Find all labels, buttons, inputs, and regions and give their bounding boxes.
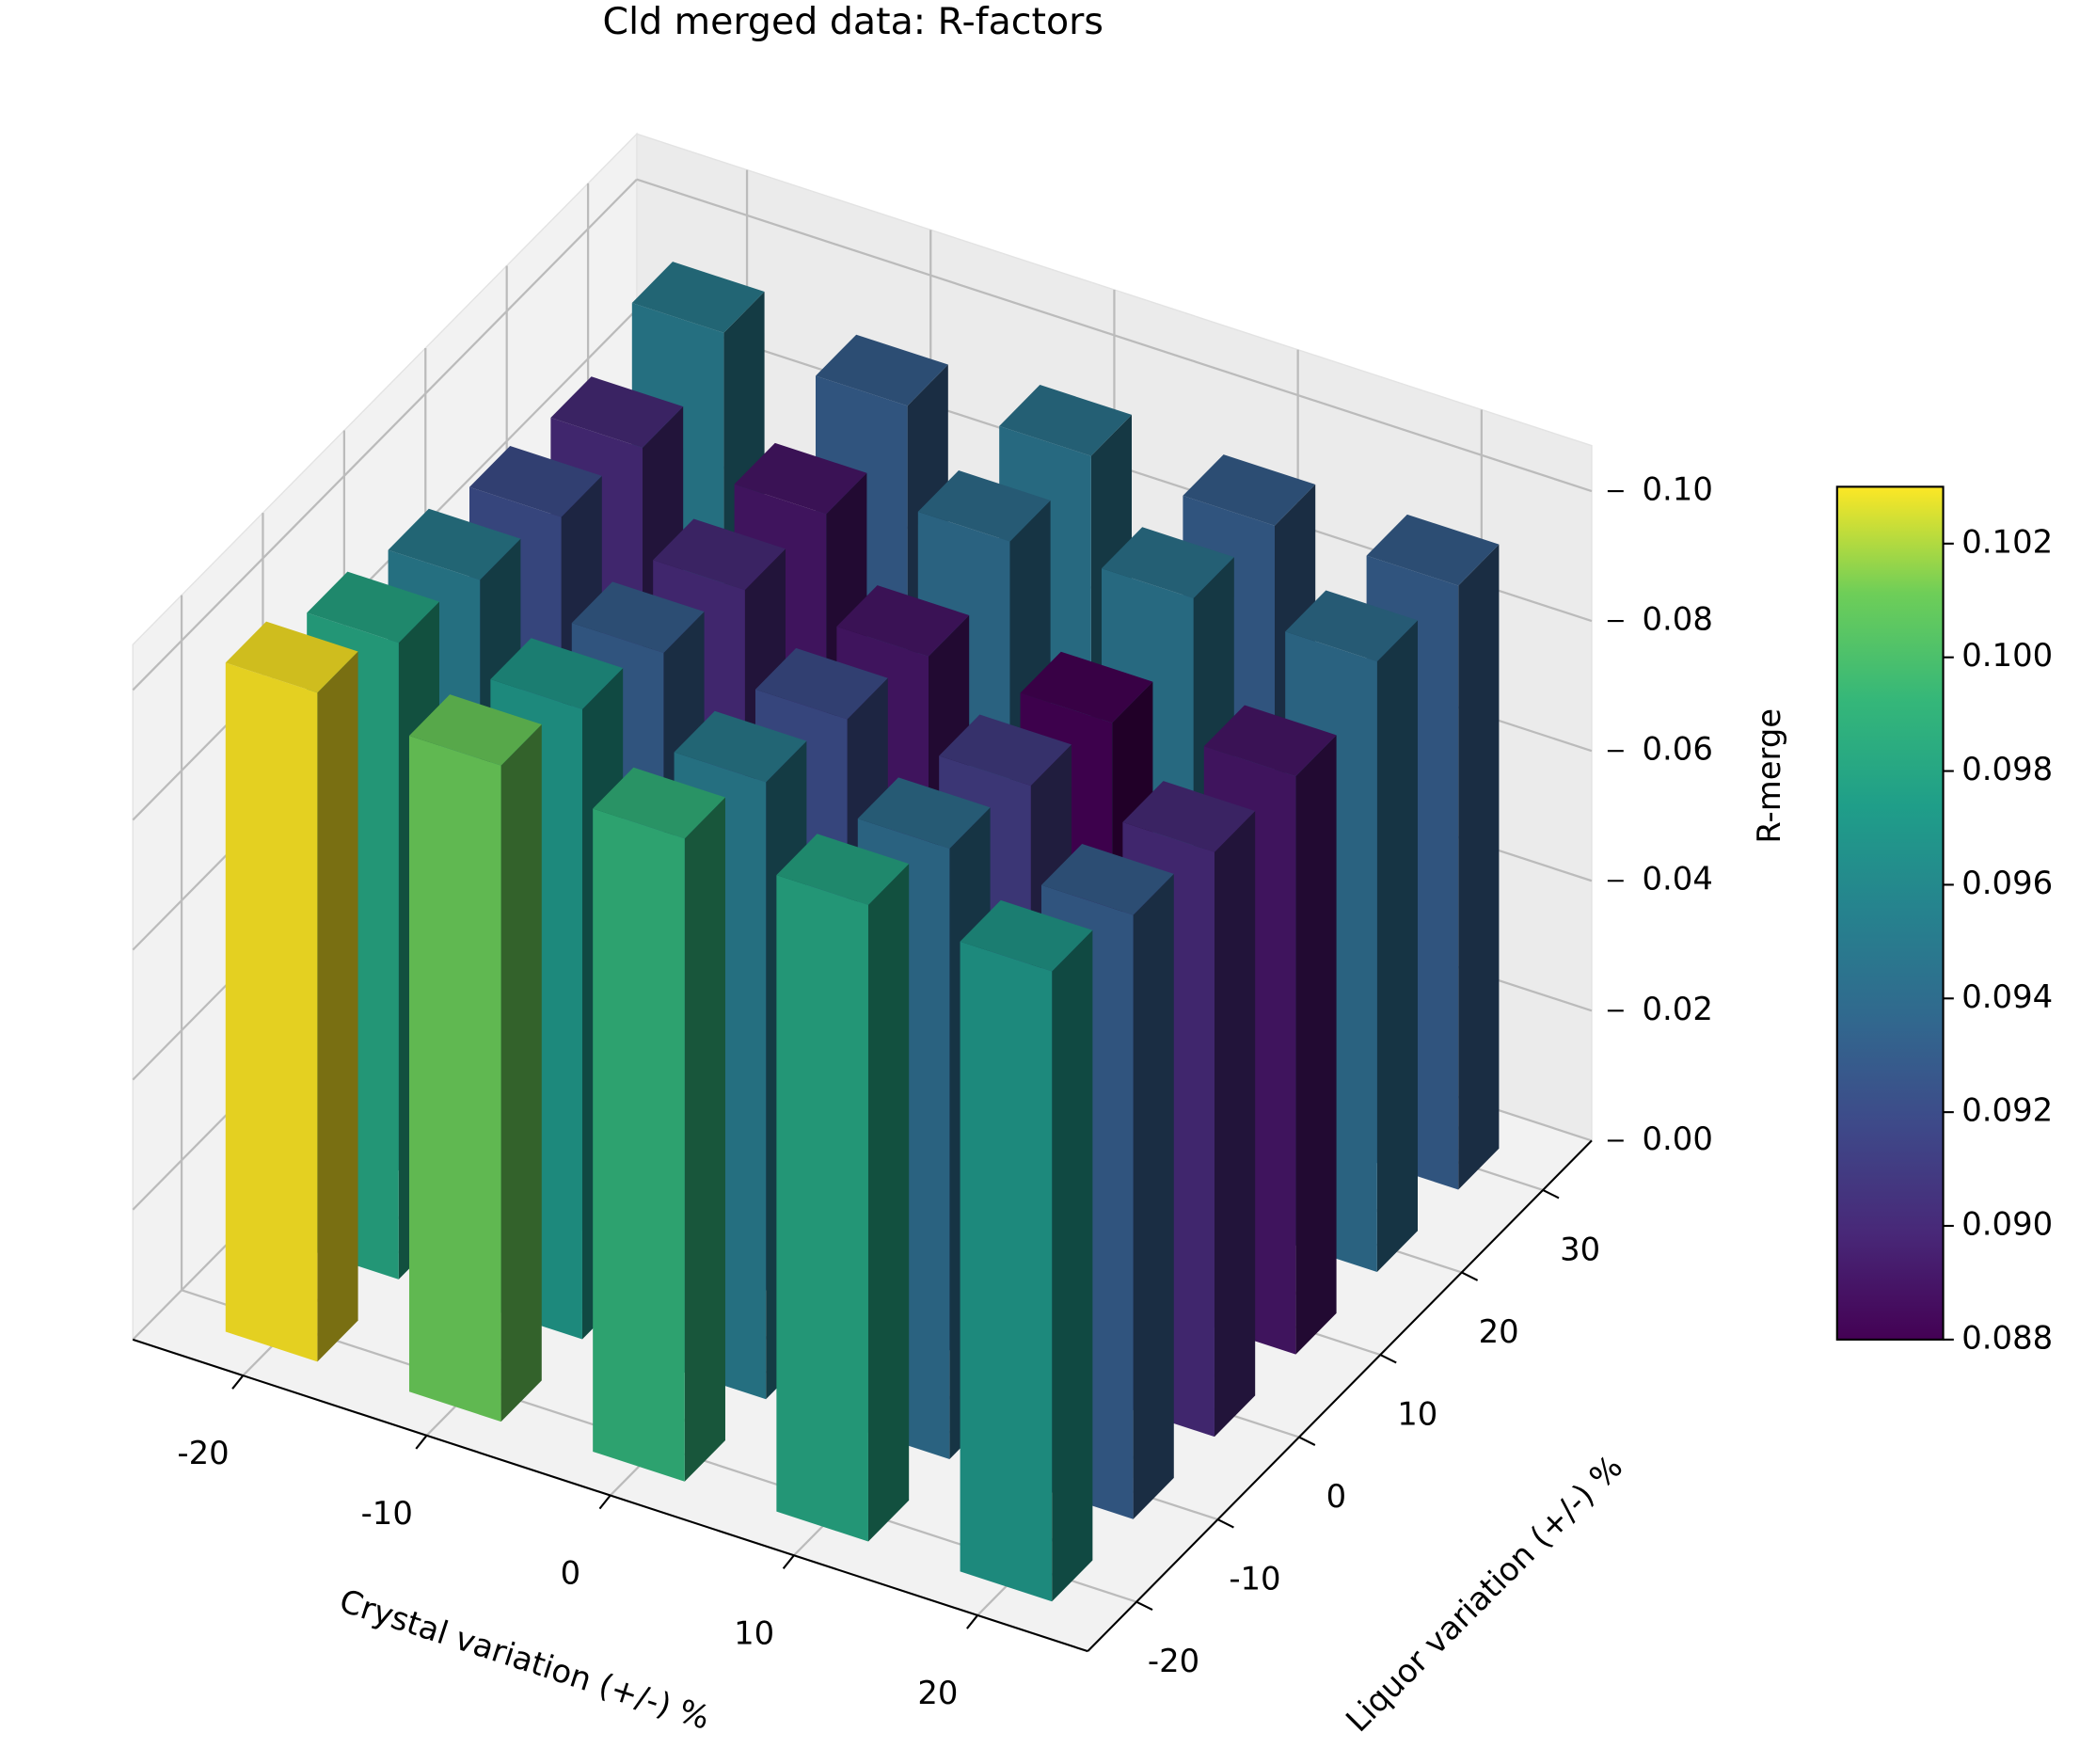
bar-top-face — [816, 334, 948, 406]
bar — [593, 767, 725, 1482]
bar-top-face — [857, 777, 991, 850]
bar-top-face — [571, 581, 705, 653]
bar-right-face — [1376, 620, 1418, 1273]
z-axis-label: R-merge — [1751, 708, 1787, 844]
bar — [408, 694, 542, 1422]
y-tick-label: -10 — [1229, 1560, 1280, 1597]
colorbar-tick-label: 0.094 — [1961, 978, 2053, 1015]
z-tick-label: 0.06 — [1643, 731, 1713, 768]
y-tick — [1542, 1188, 1560, 1200]
grid-line — [132, 178, 638, 691]
colorbar — [1835, 485, 1945, 1341]
bar-top-face — [1040, 843, 1174, 915]
bar-top-face — [960, 899, 1093, 972]
y-tick-label: 10 — [1397, 1395, 1437, 1432]
bar-right-face — [1052, 930, 1093, 1602]
bar-top-face — [999, 385, 1133, 456]
y-tick-label: -20 — [1148, 1643, 1199, 1679]
x-tick — [231, 1375, 245, 1390]
chart-title: Cld merged data: R-factors — [603, 0, 1104, 43]
y-tick-label: 20 — [1479, 1313, 1519, 1350]
bar-top-face — [776, 834, 910, 905]
bar-top-face — [1366, 514, 1500, 586]
bar-right-face — [1458, 544, 1500, 1190]
x-tick — [782, 1554, 795, 1569]
bar-top-face — [490, 638, 624, 709]
colorbar-tick-label: 0.096 — [1961, 865, 2053, 901]
bar-top-face — [631, 262, 765, 333]
y-axis-label: Liquor variation (+/-) % — [1339, 1448, 1629, 1739]
x-tick-label: -10 — [361, 1495, 413, 1532]
bar-top-face — [836, 585, 970, 657]
grid-line — [132, 309, 638, 821]
bar-top-face — [939, 714, 1072, 787]
bar-top-face — [388, 508, 521, 580]
bar — [776, 834, 910, 1542]
y-axis — [1087, 1139, 1593, 1652]
bar-right-face — [867, 864, 910, 1542]
bar-top-face — [1285, 590, 1418, 662]
y-tick — [1379, 1354, 1397, 1364]
bar-right-face — [684, 797, 725, 1482]
bar-right-face — [1133, 873, 1174, 1519]
colorbar-tick-label: 0.098 — [1961, 751, 2053, 787]
x-tick-label: 20 — [917, 1675, 958, 1711]
x-tick-label: -20 — [177, 1435, 229, 1471]
bar-front-face — [776, 875, 868, 1542]
bar-top-face — [917, 470, 1051, 542]
x-tick-label: 10 — [734, 1614, 774, 1651]
y-tick — [1217, 1518, 1234, 1529]
colorbar-tick-label: 0.090 — [1961, 1206, 2053, 1243]
bar-top-face — [1203, 705, 1337, 777]
bar-front-face — [225, 662, 318, 1362]
z-tick-label: 0.08 — [1643, 601, 1713, 638]
bar-right-face — [1214, 811, 1256, 1438]
bar-front-face — [960, 941, 1053, 1602]
bar-right-face — [317, 651, 358, 1362]
bar-top-face — [307, 571, 439, 644]
y-tick-label: 30 — [1560, 1231, 1600, 1267]
x-axis-label: Crystal variation (+/-) % — [335, 1582, 714, 1737]
y-tick — [1298, 1436, 1316, 1446]
z-tick-label: 0.10 — [1643, 471, 1713, 508]
bar-top-face — [1020, 651, 1153, 723]
bar-top-face — [674, 710, 807, 783]
colorbar-tick-label: 0.092 — [1961, 1092, 2053, 1129]
bar-top-face — [468, 445, 602, 517]
bar-top-face — [593, 767, 725, 839]
grid-line — [636, 178, 1593, 493]
bar-top-face — [1101, 527, 1234, 598]
y-tick-label: 0 — [1326, 1478, 1347, 1515]
bar — [960, 899, 1093, 1602]
x-tick — [598, 1494, 611, 1510]
bar-top-face — [1183, 454, 1316, 526]
bar-right-face — [1295, 735, 1337, 1355]
y-tick — [1461, 1271, 1479, 1281]
z-tick-label: 0.00 — [1643, 1120, 1713, 1157]
z-tick-label: 0.04 — [1643, 861, 1713, 898]
bar-top-face — [1122, 781, 1256, 852]
x-tick-label: 0 — [561, 1555, 581, 1592]
x-tick — [966, 1614, 978, 1629]
bar — [225, 621, 358, 1362]
bar-top-face — [408, 694, 542, 766]
colorbar-tick-label: 0.100 — [1961, 637, 2053, 674]
bar-top-face — [734, 442, 867, 515]
bar-top-face — [550, 376, 684, 448]
bar-top-face — [754, 647, 888, 720]
bar-top-face — [225, 621, 358, 693]
z-tick-label: 0.02 — [1643, 991, 1713, 1027]
bar-front-face — [593, 808, 685, 1482]
y-tick — [1135, 1600, 1153, 1612]
colorbar-tick-label: 0.088 — [1961, 1319, 2053, 1356]
bar-top-face — [653, 518, 786, 591]
colorbar-tick-label: 0.102 — [1961, 523, 2053, 560]
bar-right-face — [500, 724, 542, 1422]
bar-front-face — [408, 735, 501, 1422]
x-tick — [415, 1435, 428, 1450]
